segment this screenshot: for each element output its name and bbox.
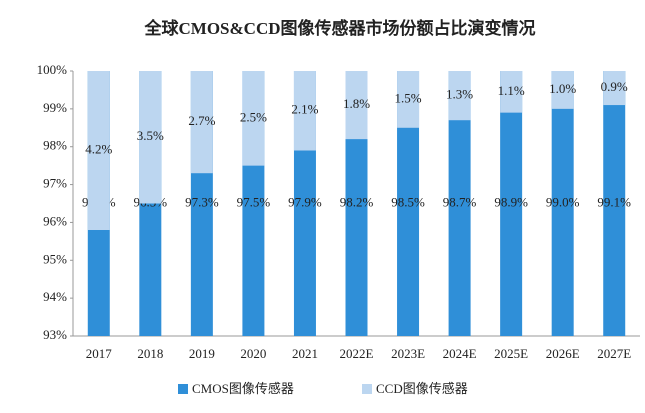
- y-tick-label: 100%: [37, 62, 68, 77]
- y-tick-label: 99%: [43, 100, 67, 115]
- data-label: 97.9%: [288, 194, 322, 209]
- bar-segment: [551, 71, 574, 336]
- bar-segment: [397, 71, 420, 336]
- data-label: 1.8%: [343, 96, 370, 111]
- x-tick-label: 2017: [86, 346, 113, 361]
- data-label: 98.2%: [340, 194, 374, 209]
- bar-segment: [500, 71, 523, 336]
- bar-segment: [448, 71, 471, 121]
- x-tick-label: 2021: [292, 346, 318, 361]
- data-label: 97.5%: [237, 194, 271, 209]
- legend-swatch: [362, 384, 372, 394]
- legend-label: CCD图像传感器: [376, 381, 468, 396]
- x-tick-label: 2023E: [391, 346, 425, 361]
- x-tick-label: 2027E: [597, 346, 631, 361]
- x-tick-label: 2026E: [546, 346, 580, 361]
- legend-swatch: [178, 384, 188, 394]
- data-label: 2.5%: [240, 109, 267, 124]
- data-label: 2.1%: [291, 102, 318, 117]
- data-label: 98.9%: [494, 194, 528, 209]
- data-label: 1.0%: [549, 81, 576, 96]
- legend-label: CMOS图像传感器: [192, 381, 294, 396]
- y-tick-label: 95%: [43, 251, 67, 266]
- data-label: 3.5%: [137, 128, 164, 143]
- data-label: 1.1%: [498, 83, 525, 98]
- x-tick-label: 2019: [189, 346, 215, 361]
- x-tick-label: 2020: [240, 346, 266, 361]
- chart-title: 全球CMOS&CCD图像传感器市场份额占比演变情况: [144, 18, 536, 38]
- y-tick-label: 93%: [43, 327, 67, 342]
- data-label: 1.3%: [446, 87, 473, 102]
- data-label: 99.0%: [546, 194, 580, 209]
- bar-segment: [397, 71, 420, 128]
- x-tick-label: 2025E: [494, 346, 528, 361]
- bar-segment: [500, 71, 523, 113]
- data-label: 97.3%: [185, 194, 219, 209]
- data-label: 4.2%: [85, 141, 112, 156]
- x-tick-label: 2024E: [443, 346, 477, 361]
- y-tick-label: 96%: [43, 213, 67, 228]
- bar-segment: [603, 71, 626, 336]
- y-tick-label: 97%: [43, 176, 67, 191]
- bar-segment: [551, 71, 574, 109]
- x-tick-label: 2018: [137, 346, 163, 361]
- bar-segment: [242, 71, 265, 166]
- data-label: 98.7%: [443, 194, 477, 209]
- y-tick-label: 94%: [43, 289, 67, 304]
- bar-segment: [448, 71, 471, 336]
- data-label: 98.5%: [391, 194, 425, 209]
- x-tick-label: 2022E: [340, 346, 374, 361]
- data-label: 99.1%: [597, 194, 631, 209]
- bar-segment: [87, 71, 110, 230]
- y-tick-label: 98%: [43, 138, 67, 153]
- bar-segment: [293, 71, 316, 151]
- bar-segment: [139, 71, 162, 204]
- data-label: 1.5%: [394, 90, 421, 105]
- bar-segment: [603, 71, 626, 106]
- bar-segment: [190, 71, 213, 174]
- data-label: 2.7%: [188, 113, 215, 128]
- data-label: 0.9%: [601, 79, 628, 94]
- bar-segment: [345, 71, 368, 140]
